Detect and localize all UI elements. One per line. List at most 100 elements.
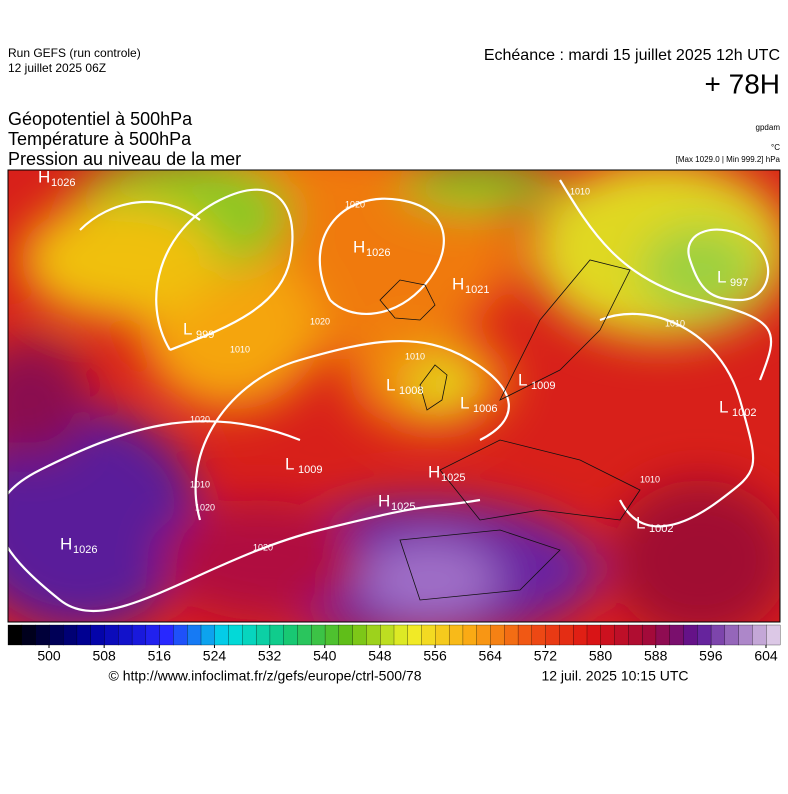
center-value: 1026 — [366, 247, 390, 259]
colorbar-cell — [118, 624, 133, 646]
isobar-label: 1020 — [195, 502, 215, 512]
colorbar-cell — [228, 624, 243, 646]
field: Pression au niveau de la mer — [8, 149, 241, 169]
colorbar-cell — [407, 624, 423, 646]
colorbar-cell — [76, 624, 92, 646]
colorbar-cell — [366, 624, 381, 646]
colorbar-cell — [669, 624, 684, 646]
center-letter: H — [452, 274, 464, 293]
colorbar-cell — [435, 624, 450, 646]
colorbar-tick-label: 524 — [203, 648, 227, 664]
isobar-label: 1020 — [253, 542, 273, 552]
colorbar-cell — [242, 624, 257, 646]
colorbar-tick-label: 556 — [423, 648, 447, 664]
colorbar-cell — [462, 624, 478, 646]
colorbar-cell — [393, 624, 409, 646]
center-value: 1006 — [473, 403, 497, 415]
colorbar-cell — [62, 624, 78, 646]
colorbar-cell — [710, 624, 726, 646]
colorbar-cell — [517, 624, 533, 646]
colorbar-cell — [21, 624, 37, 646]
colorbar-cell — [545, 624, 560, 646]
colorbar-cell — [614, 624, 629, 646]
center-value: 999 — [196, 329, 214, 341]
colorbar-tick-label: 572 — [534, 648, 558, 664]
colorbar-cell — [352, 624, 367, 646]
center-letter: H — [60, 534, 72, 553]
colorbar-cell — [214, 624, 230, 646]
colorbar-cell — [255, 624, 271, 646]
source-url: © http://www.infoclimat.fr/z/gefs/europe… — [108, 668, 421, 684]
colorbar-cell — [269, 624, 285, 646]
colorbar-tick-label: 580 — [589, 648, 613, 664]
colorbar-cell — [7, 624, 23, 646]
center-letter: L — [717, 267, 726, 286]
center-value: 1026 — [51, 177, 75, 189]
center-letter: H — [378, 491, 390, 510]
colorbar-tick-label: 508 — [92, 648, 116, 664]
colorbar-cell — [697, 624, 712, 646]
colorbar-cell — [628, 624, 643, 646]
colorbar-cell — [187, 624, 202, 646]
colorbar-cell — [421, 624, 436, 646]
colorbar-cell — [504, 624, 519, 646]
colorbar-tick-label: 564 — [479, 648, 503, 664]
colorbar-tick-label: 532 — [258, 648, 282, 664]
center-value: 1008 — [399, 385, 423, 397]
colorbar-cell — [380, 624, 395, 646]
center-letter: L — [460, 393, 469, 412]
colorbar-cell — [90, 624, 105, 646]
generated-time: 12 juil. 2025 10:15 UTC — [541, 668, 688, 684]
center-value: 1002 — [732, 407, 756, 419]
colorbar-tick-label: 588 — [644, 648, 668, 664]
colorbar-cell — [145, 624, 161, 646]
isobar-label: 1010 — [640, 474, 660, 484]
center-value: 1009 — [531, 380, 555, 392]
colorbar-cell — [104, 624, 119, 646]
unit: gpdam — [756, 123, 781, 132]
center-value: 1002 — [649, 523, 673, 535]
isobar-label: 1010 — [665, 318, 685, 328]
map-frame — [7, 169, 781, 623]
colorbar-cell — [655, 624, 671, 646]
colorbar-tick-label: 500 — [37, 648, 61, 664]
colorbar-cell — [297, 624, 312, 646]
unit: °C — [771, 143, 780, 152]
center-letter: H — [353, 237, 365, 256]
colorbar-cell — [724, 624, 740, 646]
center-value: 1021 — [465, 284, 489, 296]
isobar-label: 1020 — [310, 316, 330, 326]
center-value: 997 — [730, 277, 748, 289]
center-letter: L — [183, 319, 192, 338]
colorbar-cell — [173, 624, 188, 646]
colorbar-cell — [131, 624, 147, 646]
lead-time: + 78H — [705, 68, 781, 99]
center-letter: L — [636, 513, 645, 532]
colorbar-tick-label: 540 — [313, 648, 337, 664]
isobar-label: 1010 — [405, 351, 425, 361]
colorbar-cell — [573, 624, 588, 646]
colorbar-cell — [159, 624, 174, 646]
colorbar-cell — [324, 624, 340, 646]
colorbar-cell — [559, 624, 574, 646]
colorbar-cell — [448, 624, 464, 646]
isobar-label: 1010 — [570, 186, 590, 196]
isobar-label: 1020 — [345, 199, 365, 209]
center-value: 1009 — [298, 464, 322, 476]
center-value: 1025 — [441, 472, 465, 484]
center-value: 1026 — [73, 544, 97, 556]
colorbar-cell — [283, 624, 298, 646]
colorbar-cell — [600, 624, 616, 646]
colorbar-cell — [752, 624, 767, 646]
colorbar-cell — [766, 624, 781, 646]
colorbar-cell — [586, 624, 602, 646]
unit: [Max 1029.0 | Min 999.2] hPa — [676, 155, 781, 164]
center-letter: L — [719, 397, 728, 416]
isobar-label: 1020 — [190, 414, 210, 424]
field: Géopotentiel à 500hPa — [8, 109, 193, 129]
colorbar-tick-label: 596 — [699, 648, 723, 664]
center-letter: L — [518, 370, 527, 389]
echeance: Echéance : mardi 15 juillet 2025 12h UTC — [484, 47, 780, 64]
colorbar-cell — [49, 624, 64, 646]
